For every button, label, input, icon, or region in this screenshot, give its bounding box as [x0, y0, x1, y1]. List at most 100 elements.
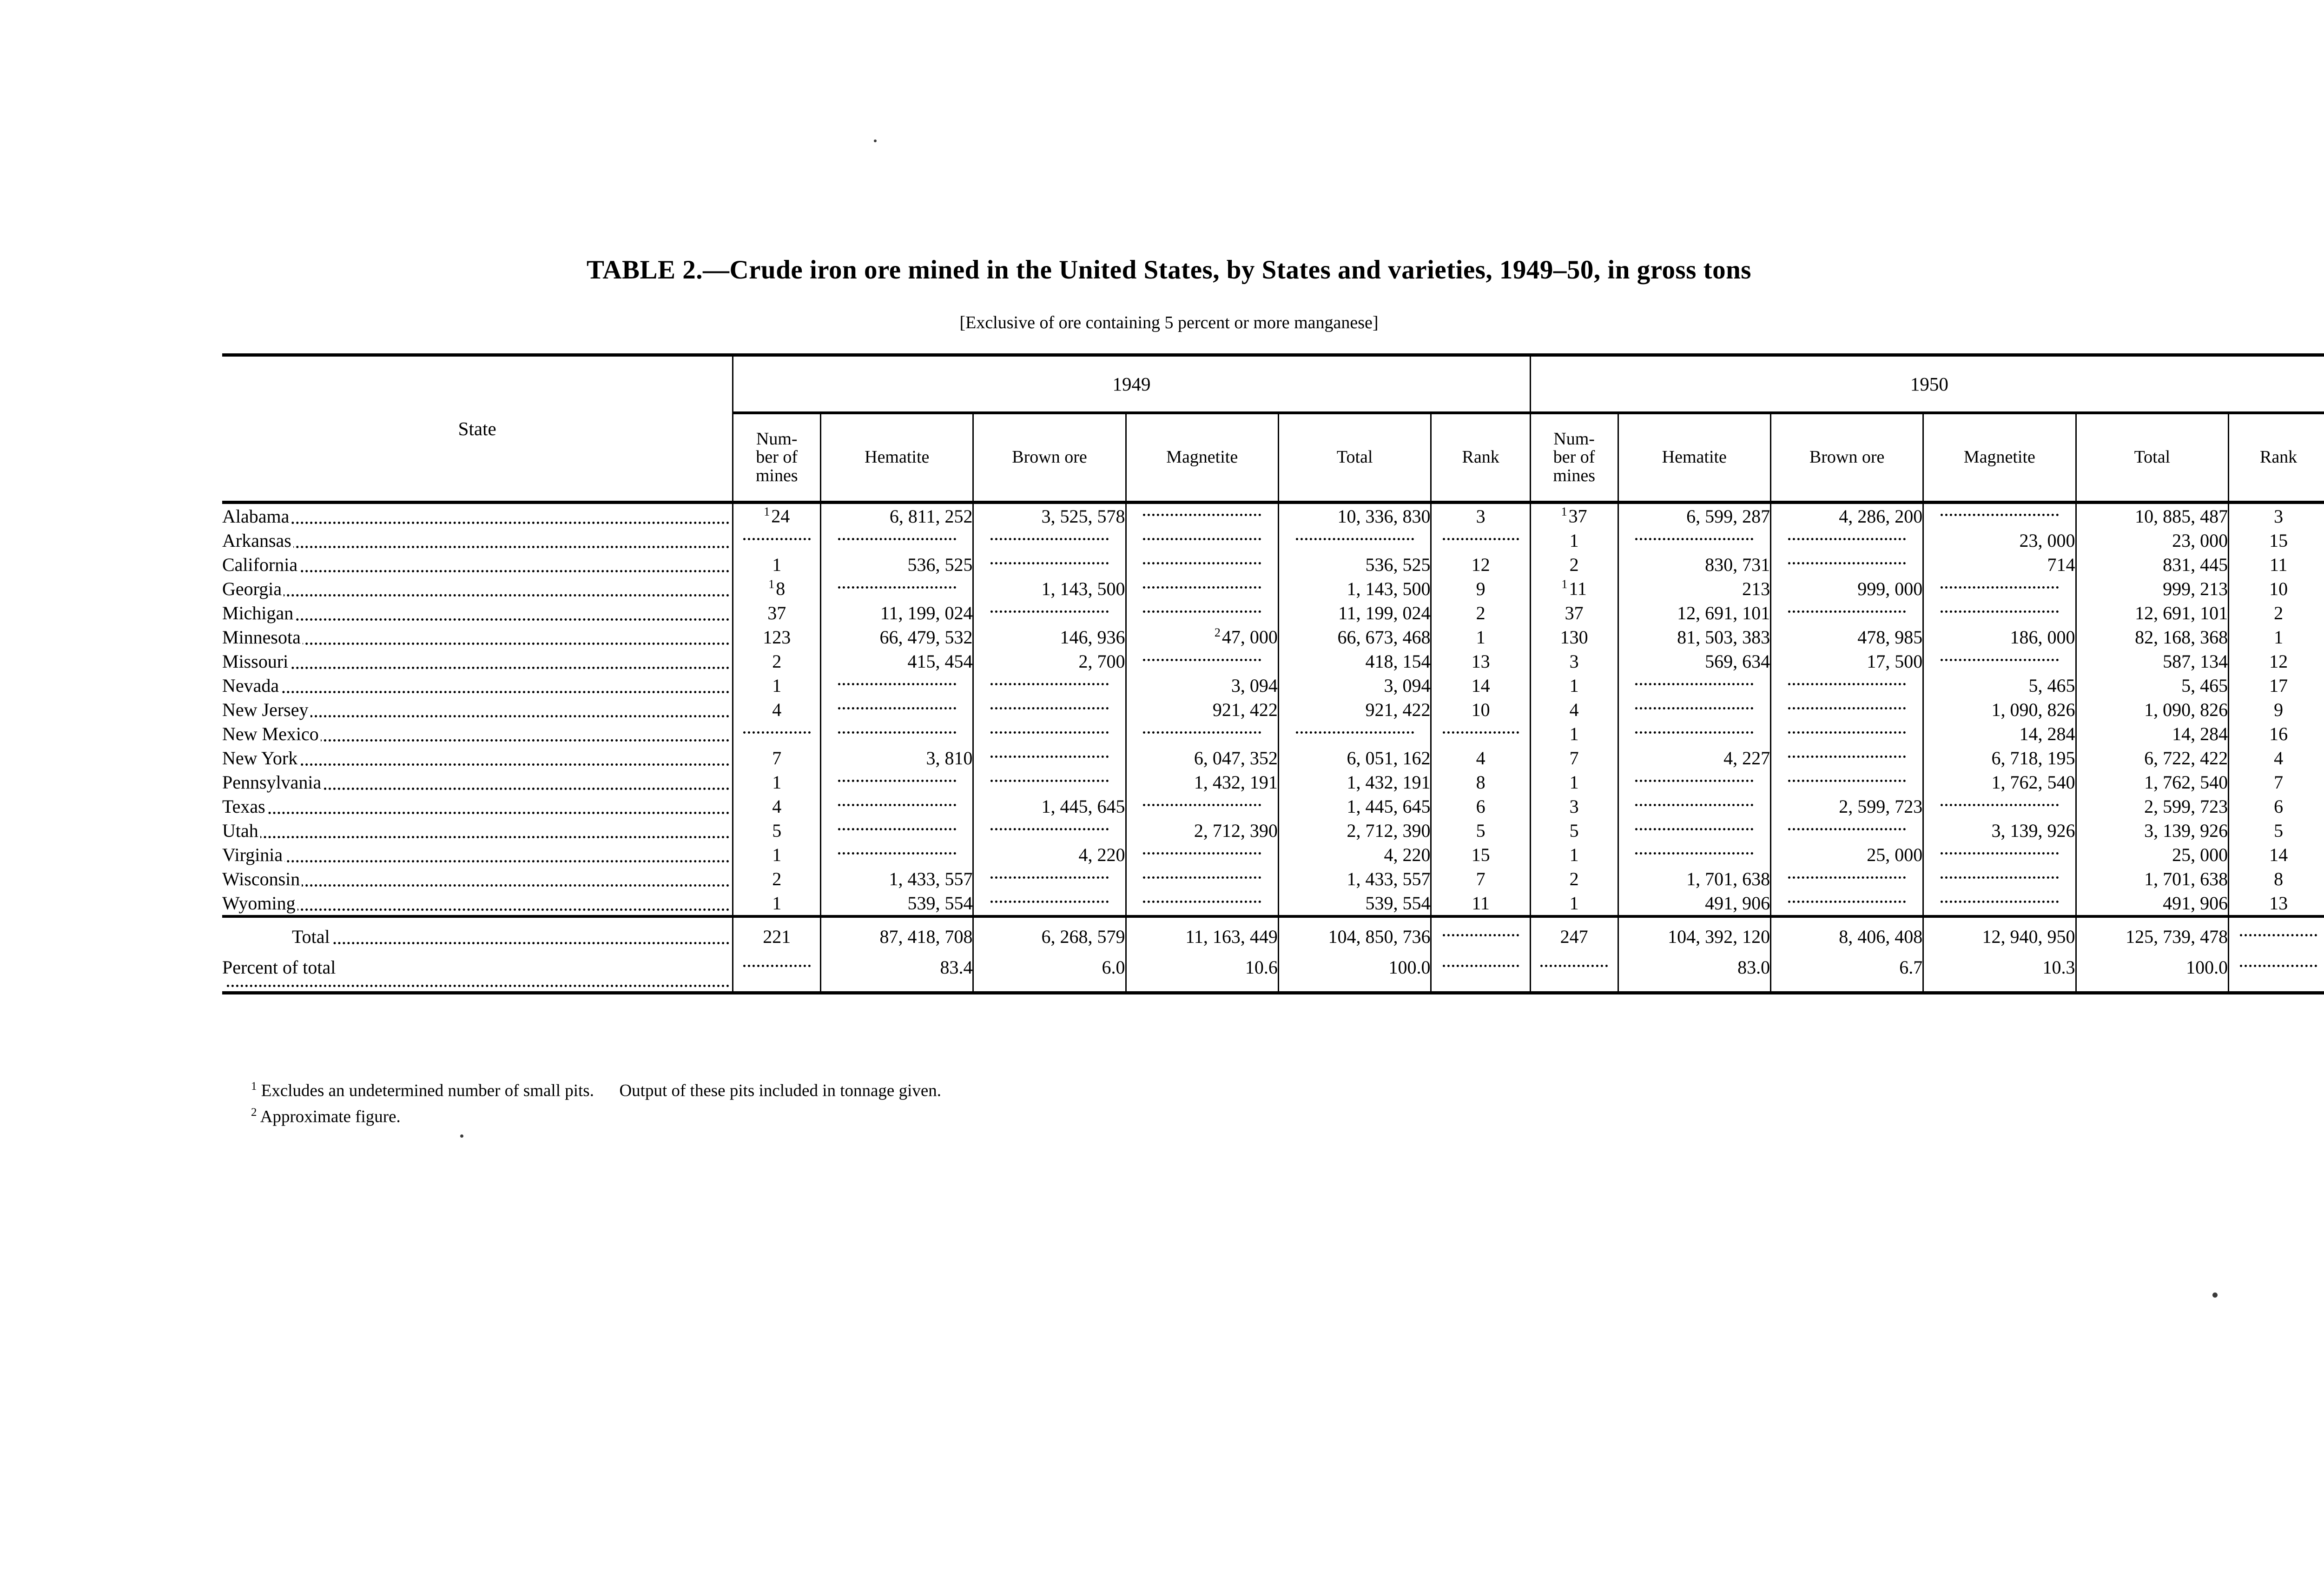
empty-cell-leader [1635, 731, 1754, 734]
row-virginia-y1949-rank: 15 [1430, 842, 1531, 867]
row-pennsylvania-y1949-mines: 1 [732, 770, 821, 794]
percent-row-y1950-rank [2228, 948, 2324, 993]
empty-cell-leader [838, 683, 956, 686]
row-wisconsin-y1949-magnetite [1125, 867, 1279, 891]
row-utah-y1949-mines: 5 [732, 818, 821, 842]
row-pennsylvania-y1949-total: 1, 432, 191 [1277, 770, 1431, 794]
table-row: Georgia 18 1, 143, 500 1, 143, 500 9 111 213 99… [222, 577, 2324, 601]
empty-cell-leader [1940, 610, 2059, 613]
total-row-y1950-hematite: 104, 392, 120 [1617, 915, 1771, 948]
leader-dots [227, 691, 730, 693]
percent-row-y1950-mines [1529, 948, 1618, 993]
empty-cell-leader [1143, 514, 1261, 517]
empty-cell-leader [1442, 934, 1519, 937]
row-virginia-y1949-brown: 4, 220 [972, 842, 1126, 867]
row-wisconsin-y1949-rank: 7 [1430, 867, 1531, 891]
column-header-total-1949: Total [1277, 413, 1431, 503]
row-virginia-y1950-mines: 1 [1529, 842, 1618, 867]
empty-cell-leader [990, 828, 1109, 831]
row-virginia-y1949-magnetite [1125, 842, 1279, 867]
state-name: New Mexico [222, 723, 321, 744]
row-texas-y1950-rank: 6 [2228, 794, 2324, 818]
empty-cell-leader [1143, 586, 1261, 589]
empty-cell-leader [743, 965, 811, 968]
scan-speck [460, 1134, 463, 1138]
row-new-jersey-y1950-rank: 9 [2228, 697, 2324, 722]
row-wisconsin-y1949-total: 1, 433, 557 [1277, 867, 1431, 891]
row-state-label: Alabama [222, 503, 733, 529]
empty-cell-leader [1788, 828, 1906, 831]
column-header-brown-ore-1950: Brown ore [1770, 413, 1923, 503]
row-new-york-y1949-brown [972, 746, 1126, 770]
empty-cell-leader [1143, 659, 1261, 662]
row-georgia-y1949-brown: 1, 143, 500 [972, 577, 1126, 601]
leader-dots [227, 884, 730, 887]
row-new-york-y1949-rank: 4 [1430, 746, 1531, 770]
row-alabama-y1950-total: 10, 885, 487 [2075, 502, 2229, 528]
empty-cell-leader [743, 731, 811, 734]
row-missouri-y1950-hematite: 569, 634 [1617, 649, 1771, 673]
footnote-1-text-b: Output of these pits included in tonnage… [619, 1081, 942, 1100]
row-california-y1949-magnetite [1125, 552, 1279, 577]
empty-cell-leader [1788, 562, 1906, 565]
row-wisconsin-y1950-total: 1, 701, 638 [2075, 867, 2229, 891]
empty-cell-leader [1635, 780, 1754, 782]
empty-cell-leader [990, 756, 1109, 758]
mines-label-line3: mines [1553, 465, 1596, 485]
footnote-1-text: Excludes an undetermined number of small… [261, 1081, 594, 1100]
column-header-state: State [222, 353, 733, 503]
empty-cell-leader [838, 731, 956, 734]
total-row-label-text: Total [292, 926, 332, 947]
state-name: Michigan [222, 602, 296, 623]
row-michigan-y1949-hematite: 11, 199, 024 [820, 601, 973, 625]
empty-cell-leader [1143, 901, 1261, 903]
row-state-label: Texas [222, 794, 733, 818]
header-column-row: Num- ber of mines Hematite Brown ore Mag… [222, 413, 2324, 503]
row-nevada-y1949-total: 3, 094 [1277, 673, 1431, 697]
row-virginia-y1949-total: 4, 220 [1277, 842, 1431, 867]
empty-cell-leader [1788, 780, 1906, 782]
header-group-row: State 1949 1950 [222, 353, 2324, 503]
empty-cell-leader [743, 538, 811, 541]
row-pennsylvania-y1950-rank: 7 [2228, 770, 2324, 794]
row-california-y1949-rank: 12 [1430, 552, 1531, 577]
row-virginia-y1949-hematite [820, 842, 973, 867]
table-row: Texas 4 1, 445, 645 1, 445, 645 6 3 2, 599, 72… [222, 794, 2324, 818]
row-state-label: Arkansas [222, 528, 733, 552]
state-name: Utah [222, 820, 260, 841]
empty-cell-leader [1143, 610, 1261, 613]
row-california-y1949-total: 536, 525 [1277, 552, 1431, 577]
row-texas-y1950-hematite [1617, 794, 1771, 818]
row-pennsylvania-y1949-magnetite: 1, 432, 191 [1125, 770, 1279, 794]
empty-cell-leader [1635, 538, 1754, 541]
row-arkansas-y1949-rank [1430, 528, 1531, 552]
empty-cell-leader [1788, 707, 1906, 710]
total-row-y1950-magnetite: 12, 940, 950 [1922, 915, 2076, 948]
row-wyoming-y1950-hematite: 491, 906 [1617, 891, 1771, 916]
empty-cell-leader [838, 780, 956, 782]
total-row-y1949-mines: 221 [732, 915, 821, 948]
leader-dots [227, 908, 730, 911]
row-texas-y1950-total: 2, 599, 723 [2075, 794, 2229, 818]
row-wyoming-y1949-total: 539, 554 [1277, 891, 1431, 916]
leader-dots [227, 643, 730, 645]
row-state-label: New York [222, 746, 733, 770]
row-new-york-y1950-rank: 4 [2228, 746, 2324, 770]
state-name: Texas [222, 795, 267, 817]
empty-cell-leader [1635, 683, 1754, 686]
row-new-jersey-y1950-magnetite: 1, 090, 826 [1922, 697, 2076, 722]
row-michigan-y1949-rank: 2 [1430, 601, 1531, 625]
row-new-jersey-y1950-hematite [1617, 697, 1771, 722]
row-minnesota-y1950-rank: 1 [2228, 625, 2324, 649]
row-wyoming-y1949-rank: 11 [1430, 891, 1531, 916]
column-header-magnetite-1949: Magnetite [1125, 413, 1279, 503]
row-utah-y1949-magnetite: 2, 712, 390 [1125, 818, 1279, 842]
row-wyoming-y1950-mines: 1 [1529, 891, 1618, 916]
empty-cell-leader [990, 707, 1109, 710]
state-name: Alabama [222, 505, 291, 527]
row-new-mexico-y1949-mines [732, 722, 821, 746]
table-row: Nevada 1 3, 094 3, 094 14 1 5, 465 5, 465 17 [222, 673, 2324, 697]
row-nevada-y1949-mines: 1 [732, 673, 821, 697]
row-new-mexico-y1949-total [1277, 722, 1431, 746]
row-state-label: Wisconsin [222, 867, 733, 891]
